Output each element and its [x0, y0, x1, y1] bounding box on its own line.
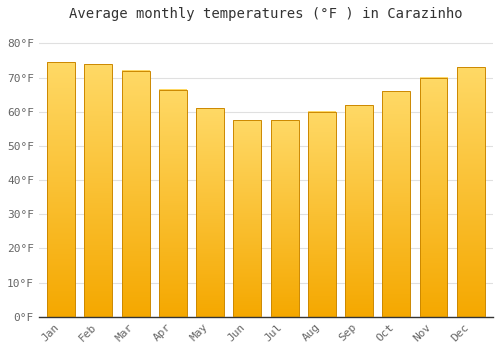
Bar — [196, 108, 224, 317]
Bar — [420, 78, 448, 317]
Bar — [457, 67, 484, 317]
Bar — [159, 90, 187, 317]
Bar — [270, 120, 298, 317]
Bar — [84, 64, 112, 317]
Title: Average monthly temperatures (°F ) in Carazinho: Average monthly temperatures (°F ) in Ca… — [69, 7, 462, 21]
Bar — [234, 120, 262, 317]
Bar — [308, 112, 336, 317]
Bar — [345, 105, 373, 317]
Bar — [382, 91, 410, 317]
Bar — [122, 71, 150, 317]
Bar — [47, 62, 75, 317]
